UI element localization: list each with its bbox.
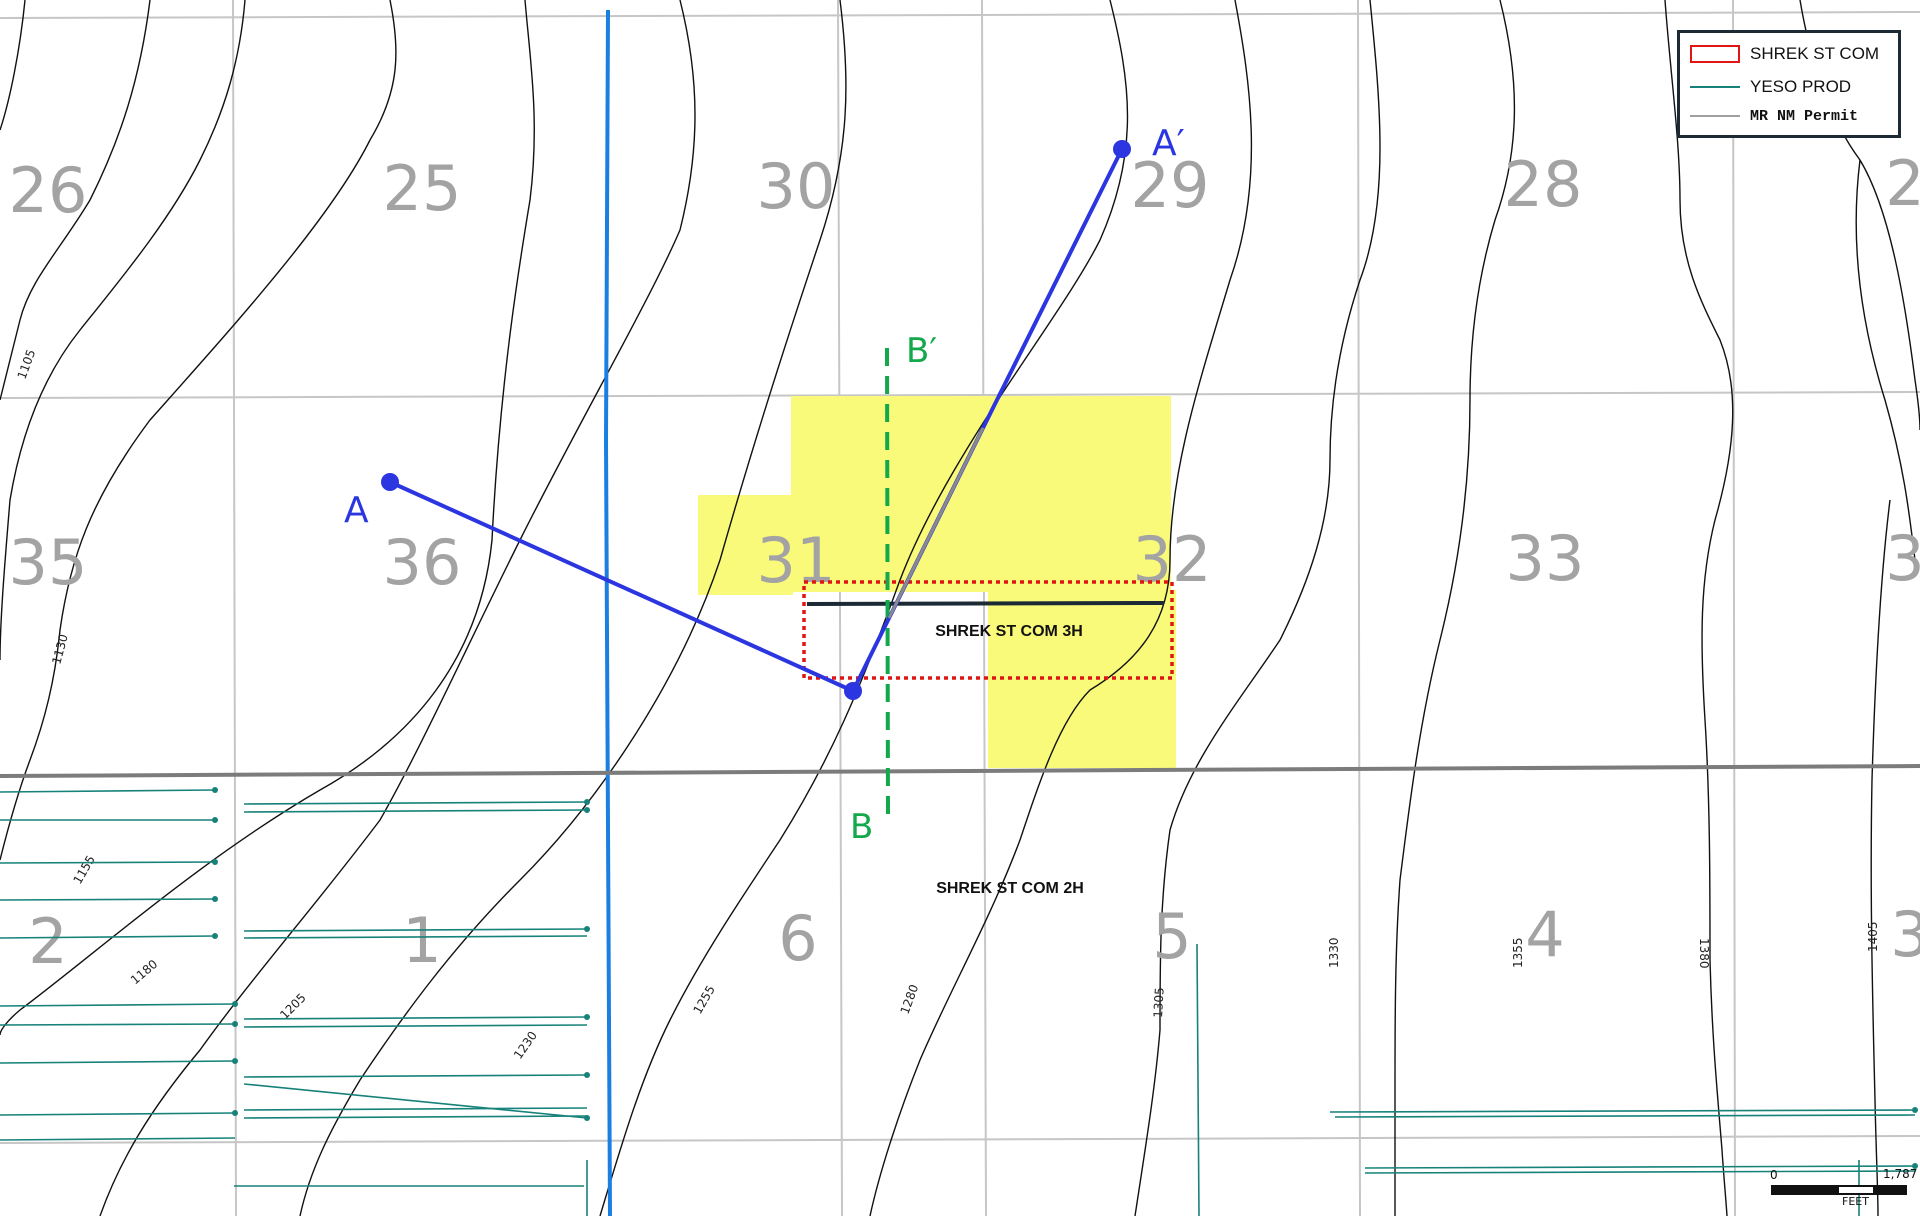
section-number: 6 bbox=[778, 902, 817, 975]
cross-section-b-start-label: B bbox=[850, 807, 873, 847]
legend-label: SHREK ST COM bbox=[1750, 44, 1880, 63]
scale-bar-graphic bbox=[1771, 1185, 1907, 1195]
permit-outline bbox=[802, 580, 1174, 680]
section-number: 2 bbox=[28, 905, 67, 978]
legend-label: MR NM Permit bbox=[1750, 107, 1859, 125]
cross-section-a-start-label: A bbox=[344, 490, 369, 531]
well-3h-label: SHREK ST COM 3H bbox=[935, 623, 1083, 640]
section-number: 28 bbox=[1504, 148, 1583, 221]
cross-section-b-end-label: B′ bbox=[906, 331, 937, 371]
scale-bar-unit: FEET bbox=[1842, 1195, 1869, 1208]
contour-label: 1305 bbox=[1151, 987, 1167, 1018]
well-3h-path bbox=[806, 601, 1165, 606]
legend-item-mr-nm-permit: MR NM Permit bbox=[1690, 105, 1858, 127]
section-number: 25 bbox=[383, 152, 462, 225]
scale-bar-max: 1,787 bbox=[1883, 1167, 1918, 1181]
section-number: 30 bbox=[757, 150, 836, 223]
contour-label: 1405 bbox=[1866, 921, 1880, 952]
contour-label: 1130 bbox=[49, 633, 70, 666]
contour-label: 1330 bbox=[1327, 937, 1341, 968]
contour-label: 1155 bbox=[70, 853, 97, 886]
section-numbers: 26 25 30 29 28 2 35 36 31 32 33 3 2 1 6 … bbox=[9, 147, 1920, 978]
scale-bar: 0 1,787 FEET bbox=[1770, 1165, 1917, 1211]
section-number: 2 bbox=[1885, 147, 1920, 220]
yeso-prod-wells bbox=[0, 789, 1916, 1216]
scale-bar-min: 0 bbox=[1770, 1168, 1778, 1182]
contour-label: 1355 bbox=[1511, 937, 1525, 968]
section-number: 26 bbox=[9, 154, 88, 227]
legend-swatch-yeso bbox=[1690, 86, 1740, 88]
legend-label: YESO PROD bbox=[1750, 77, 1852, 96]
section-number: 29 bbox=[1131, 149, 1210, 222]
yeso-prod-well-ends bbox=[212, 787, 1918, 1169]
legend-item-yeso-prod: YESO PROD bbox=[1690, 76, 1851, 98]
section-number: 35 bbox=[9, 526, 88, 599]
section-number: 31 bbox=[757, 524, 836, 597]
section-number: 4 bbox=[1525, 898, 1564, 971]
legend-swatch-permit-line bbox=[1690, 115, 1740, 117]
contour-label: 1105 bbox=[15, 348, 39, 381]
section-number: 33 bbox=[1506, 522, 1585, 595]
section-number: 5 bbox=[1152, 900, 1191, 973]
map-legend: SHREK ST COM YESO PROD MR NM Permit bbox=[1677, 30, 1901, 138]
section-number: 3 bbox=[1890, 898, 1920, 971]
contour-label: 1205 bbox=[277, 991, 308, 1022]
cross-section-a-end-label: A′ bbox=[1152, 123, 1185, 164]
river-line bbox=[603, 9, 612, 1216]
legend-item-shrek-st-com: SHREK ST COM bbox=[1690, 43, 1879, 65]
cross-section-b-line bbox=[885, 347, 890, 821]
permit-line bbox=[0, 764, 1920, 778]
contour-label: 1380 bbox=[1697, 938, 1711, 969]
contour-label: 1255 bbox=[690, 983, 717, 1016]
section-number: 1 bbox=[402, 904, 441, 977]
contour-label: 1280 bbox=[898, 983, 922, 1016]
section-number: 3 bbox=[1885, 522, 1920, 595]
contour-label: 1230 bbox=[511, 1029, 540, 1062]
section-number: 36 bbox=[383, 526, 462, 599]
cross-section-a-line bbox=[381, 140, 1131, 700]
contour-label: 1180 bbox=[128, 957, 160, 987]
well-2h-label: SHREK ST COM 2H bbox=[936, 880, 1084, 897]
legend-swatch-permit bbox=[1690, 45, 1740, 63]
